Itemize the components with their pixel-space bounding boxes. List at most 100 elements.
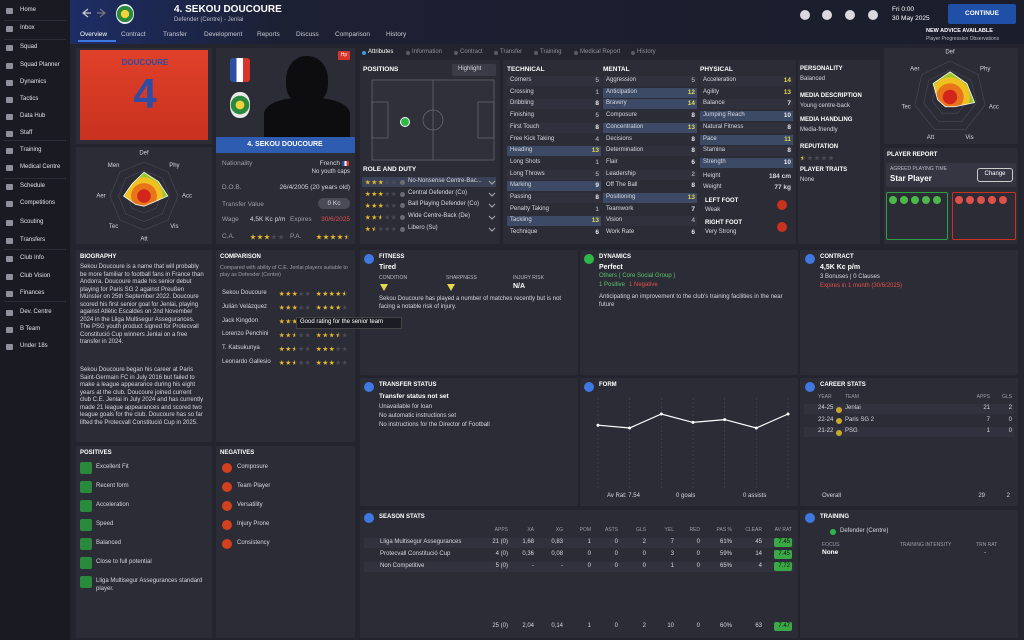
nav-item[interactable]: Squad xyxy=(20,44,38,50)
attr-row xyxy=(507,157,601,168)
continue-button[interactable] xyxy=(948,4,1016,24)
nav-item[interactable]: Medical Centre xyxy=(20,164,61,170)
cell: 4 (0) xyxy=(495,551,508,557)
tab[interactable]: Comparison xyxy=(335,31,371,38)
cell: 7.72 xyxy=(778,563,790,569)
line: No instructions for the Director of Foot… xyxy=(379,422,490,428)
section-title: BIOGRAPHY xyxy=(80,254,117,260)
label: TRAINING INTENSITY xyxy=(900,542,952,548)
button-label[interactable]: Change xyxy=(984,171,1006,177)
cell: - xyxy=(561,563,563,569)
highlight-dropdown[interactable] xyxy=(452,64,496,76)
tab[interactable]: Contract xyxy=(121,31,146,38)
nav-item[interactable]: B Team xyxy=(20,326,41,332)
panel xyxy=(360,250,578,375)
nav-item[interactable]: Data Hub xyxy=(20,113,46,119)
advice: NEW ADVICE AVAILABLE xyxy=(926,28,993,34)
group: Others ( Core Social Group ) xyxy=(599,273,676,279)
attribute-name: Balance xyxy=(703,100,725,107)
attribute-value: 6 xyxy=(595,229,599,237)
attribute-value: 6 xyxy=(691,158,695,166)
subtab[interactable]: Attributes xyxy=(368,49,394,55)
tab[interactable]: Development xyxy=(204,31,243,38)
star-rating xyxy=(279,346,311,352)
tab[interactable]: Reports xyxy=(257,31,280,38)
nav-item[interactable]: Training xyxy=(20,147,42,153)
star xyxy=(298,360,304,366)
attribute-value: 9 xyxy=(595,182,599,190)
rating-badge xyxy=(774,562,792,571)
nav-item[interactable]: Inbox xyxy=(20,25,35,31)
star xyxy=(316,304,322,310)
nav-item[interactable]: Squad Planner xyxy=(20,62,60,68)
tab[interactable]: History xyxy=(386,31,407,38)
nav-item[interactable]: Finances xyxy=(20,290,45,296)
cell: 45 xyxy=(755,539,762,545)
toolbar-icon xyxy=(822,10,832,20)
player-name: Leonardo Gallesio xyxy=(222,359,271,365)
nav-item[interactable]: Dynamics xyxy=(20,79,47,85)
section-title: SEASON STATS xyxy=(379,514,425,520)
nav-item[interactable]: Home xyxy=(20,7,37,13)
nav-item[interactable]: Scouting xyxy=(20,219,44,225)
tab[interactable]: Overview xyxy=(80,31,108,38)
tab[interactable]: Transfer xyxy=(163,31,187,38)
attr-row xyxy=(603,111,697,122)
subtab[interactable]: Training xyxy=(540,49,562,55)
penalty-box xyxy=(371,101,389,139)
subtab[interactable]: Transfer xyxy=(500,49,523,55)
nav-item[interactable]: Club Vision xyxy=(20,273,51,279)
attr-row xyxy=(700,146,793,157)
dropdown-label[interactable]: Highlight xyxy=(458,66,482,72)
legend: Av Rat: 7.54 xyxy=(607,493,640,499)
positive-icon xyxy=(80,519,92,531)
cell: Paris SG 2 xyxy=(845,416,875,423)
radar-ring xyxy=(914,60,986,130)
subtab-icon xyxy=(494,51,498,55)
star xyxy=(271,234,277,240)
nav-item[interactable]: Tactics xyxy=(20,96,39,102)
star-rating xyxy=(316,360,348,366)
change-button[interactable] xyxy=(977,168,1013,182)
history-arrows xyxy=(82,8,106,18)
star xyxy=(322,291,328,297)
attr-row xyxy=(700,134,793,145)
cell: 1,68 xyxy=(522,539,534,545)
player-name: T. Katsukunya xyxy=(222,345,260,352)
continue-label[interactable]: CONTINUE xyxy=(965,10,999,17)
nav-item[interactable]: Under 18s xyxy=(20,343,48,349)
nav-item[interactable]: Transfers xyxy=(20,237,46,243)
subtab[interactable]: Contract xyxy=(460,49,483,55)
foot-icon xyxy=(777,200,787,210)
panel xyxy=(580,378,798,506)
cell: 7.45 xyxy=(778,551,790,557)
nav-item[interactable]: Staff xyxy=(20,130,33,136)
status: Tired xyxy=(379,264,396,271)
star-rating xyxy=(800,155,834,161)
subtab[interactable]: History xyxy=(637,49,656,55)
section-title: CAREER STATS xyxy=(820,382,866,388)
subtab[interactable]: Medical Report xyxy=(580,49,621,55)
value: N/A xyxy=(513,283,526,290)
tab[interactable]: Discuss xyxy=(296,31,319,38)
attr-row xyxy=(603,169,697,180)
star-rating xyxy=(365,202,397,209)
attribute-name: Decisions xyxy=(606,135,633,142)
star xyxy=(305,304,311,310)
cell: 0 xyxy=(696,563,700,569)
nav-item[interactable]: Dev. Centre xyxy=(20,309,52,315)
position-dot xyxy=(400,117,410,127)
star xyxy=(316,234,322,240)
contract-icon xyxy=(805,254,815,264)
nav-item[interactable]: Club Info xyxy=(20,255,45,261)
role-dropdown xyxy=(488,180,496,185)
nav-item[interactable]: Competitions xyxy=(20,200,56,206)
attr-row xyxy=(507,87,601,98)
attribute-name: Stamina xyxy=(703,147,726,154)
nav-item[interactable]: Schedule xyxy=(20,183,46,189)
attribute-value: 1 xyxy=(595,205,599,213)
subtab[interactable]: Information xyxy=(412,49,443,55)
negative-icon xyxy=(222,501,232,511)
value: No youth caps xyxy=(311,169,350,175)
name-bar xyxy=(216,137,355,153)
